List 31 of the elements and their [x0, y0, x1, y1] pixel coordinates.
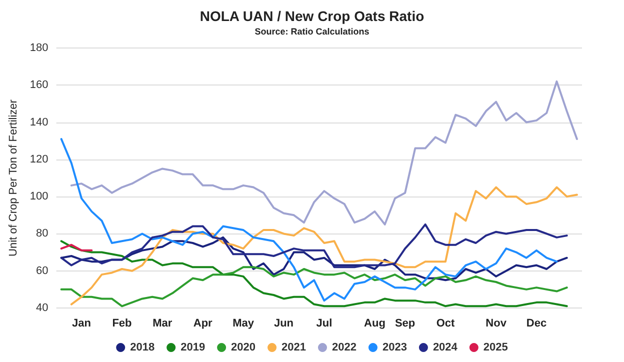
x-tick-label: Feb [112, 318, 132, 330]
legend-label: 2022 [332, 342, 356, 354]
legend-label: 2021 [282, 342, 306, 354]
legend-label: 2024 [432, 342, 458, 354]
legend-label: 2020 [231, 342, 256, 354]
y-tick-label: 40 [36, 302, 48, 314]
chart-title: NOLA UAN / New Crop Oats Ratio [200, 8, 424, 24]
x-tick-label: Jan [72, 318, 92, 330]
x-tick-label: Nov [486, 318, 508, 330]
y-axis-title: Unit of Crop Per Ton of Fertilizer [8, 99, 20, 256]
legend-label: 2025 [483, 342, 508, 354]
x-tick-label: Sep [394, 318, 416, 330]
x-tick-label: May [232, 318, 255, 330]
x-tick-label: Aug [364, 318, 386, 330]
legend-label: 2023 [382, 342, 407, 354]
x-tick-label: Jun [274, 318, 294, 330]
legend-label: 2018 [130, 342, 155, 354]
x-tick-label: Jul [316, 318, 332, 330]
y-tick-label: 140 [30, 116, 48, 128]
y-tick-label: 100 [30, 190, 48, 203]
x-tick-label: Mar [152, 318, 173, 330]
x-tick-label: Oct [436, 318, 456, 330]
chart-subtitle: Source: Ratio Calculations [254, 26, 370, 36]
y-tick-label: 60 [36, 264, 48, 277]
legend-label: 2019 [180, 342, 206, 354]
y-tick-label: 80 [36, 228, 48, 240]
x-tick-label: Dec [526, 318, 547, 330]
y-tick-label: 160 [30, 79, 48, 92]
y-tick-label: 180 [30, 42, 48, 54]
y-tick-label: 120 [30, 153, 48, 166]
x-tick-label: Apr [193, 318, 214, 330]
